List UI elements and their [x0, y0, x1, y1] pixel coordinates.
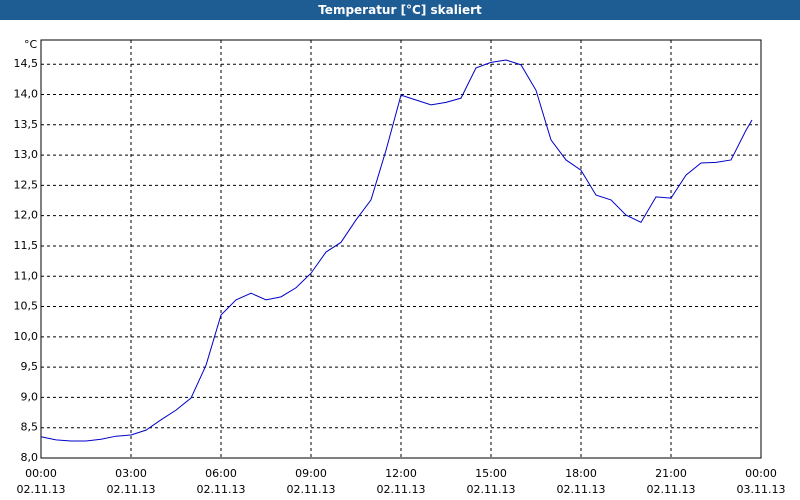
x-tick-label: 18:00 [565, 467, 597, 480]
y-tick-label: 14,0 [14, 88, 39, 101]
data-line [40, 59, 753, 442]
x-tick-date: 02.11.13 [557, 483, 606, 496]
y-tick-label: 11,0 [14, 269, 39, 282]
y-tick-label: 8,0 [21, 451, 39, 464]
chart: °C 8,0 8,5 9,0 9,5 10,0 10,5 11,0 11,5 12,0 12,5 1… [14, 38, 786, 496]
x-tick-label: 15:00 [475, 467, 507, 480]
chart-title: Temperatur [°C] skaliert [0, 0, 800, 20]
y-tick-label: 9,0 [21, 390, 39, 403]
x-tick-label: 12:00 [385, 467, 417, 480]
x-tick-label: 06:00 [205, 467, 237, 480]
y-tick-label: 8,5 [21, 421, 39, 434]
x-tick-label: 03:00 [115, 467, 147, 480]
x-tick-date: 02.11.13 [107, 483, 156, 496]
y-tick-label: 10,0 [14, 330, 39, 343]
x-tick-label: 09:00 [295, 467, 327, 480]
y-tick-label: 13,5 [14, 118, 39, 131]
x-tick-date: 02.11.13 [17, 483, 66, 496]
x-tick-date: 02.11.13 [197, 483, 246, 496]
x-tick-date: 02.11.13 [287, 483, 336, 496]
x-tick-date: 02.11.13 [467, 483, 516, 496]
x-tick-date: 03.11.13 [737, 483, 786, 496]
y-tick-label: 13,0 [14, 148, 39, 161]
y-tick-label: 11,5 [14, 239, 39, 252]
x-tick-date: 02.11.13 [647, 483, 696, 496]
y-axis-label: °C [24, 38, 38, 51]
y-tick-label: 14,5 [14, 57, 39, 70]
y-tick-label: 12,0 [14, 209, 39, 222]
y-tick-label: 12,5 [14, 178, 39, 191]
x-tick-date: 02.11.13 [377, 483, 426, 496]
x-tick-label: 21:00 [655, 467, 687, 480]
x-tick-label: 00:00 [745, 467, 777, 480]
y-tick-label: 9,5 [21, 360, 39, 373]
x-tick-label: 00:00 [25, 467, 57, 480]
y-tick-label: 10,5 [14, 300, 39, 313]
